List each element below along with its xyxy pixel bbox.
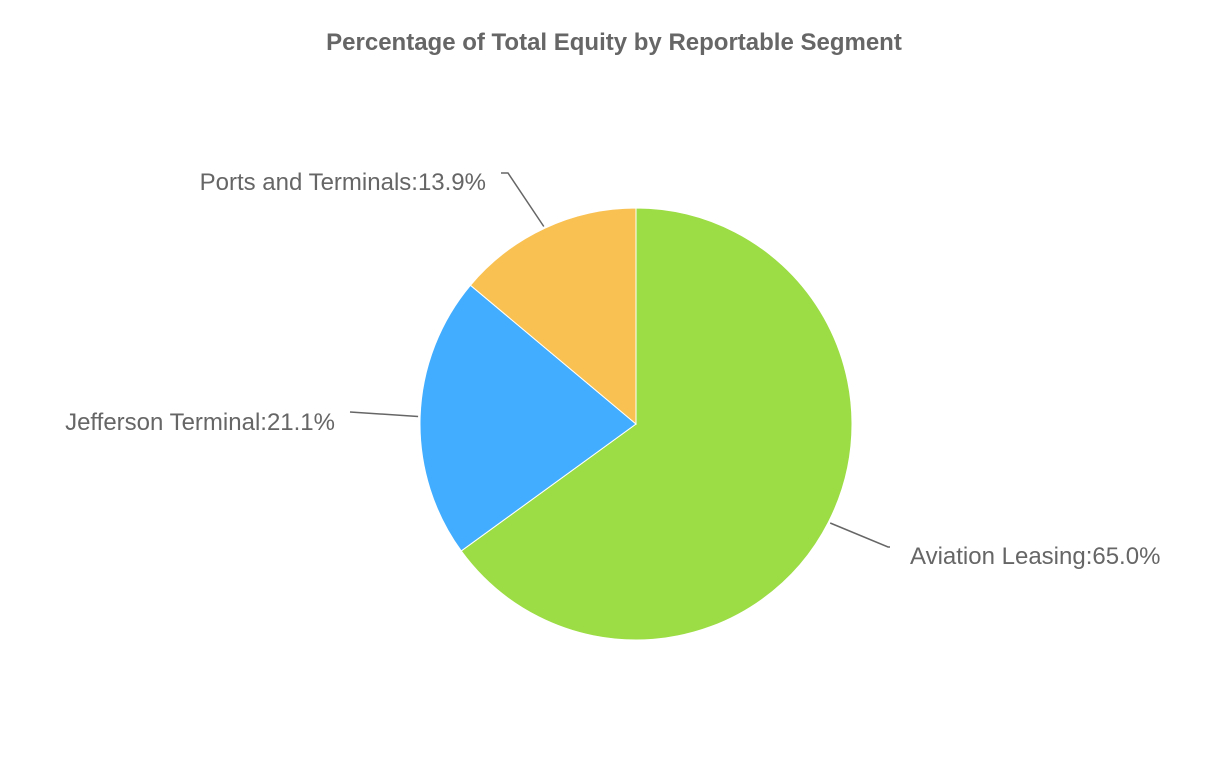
slice-labels: Aviation Leasing:65.0% Jefferson Terminal…	[65, 169, 1160, 570]
leader-line-jefferson-terminal	[349, 411, 419, 418]
leader-line-ports-and-terminals	[501, 172, 545, 227]
leader-line-aviation-leasing	[829, 522, 890, 548]
pie-slices	[419, 207, 853, 641]
slice-label-aviation-leasing: Aviation Leasing:65.0%	[910, 543, 1160, 570]
pie-slice-jefferson-terminal[interactable]	[419, 284, 637, 552]
pie-slice-aviation-leasing[interactable]	[460, 207, 853, 641]
leader-lines	[349, 172, 890, 548]
slice-label-jefferson-terminal: Jefferson Terminal:21.1%	[65, 409, 335, 436]
chart-title: Percentage of Total Equity by Reportable…	[326, 29, 902, 56]
slice-label-ports-and-terminals: Ports and Terminals:13.9%	[200, 169, 486, 196]
pie-slice-ports-and-terminals[interactable]	[469, 207, 637, 426]
